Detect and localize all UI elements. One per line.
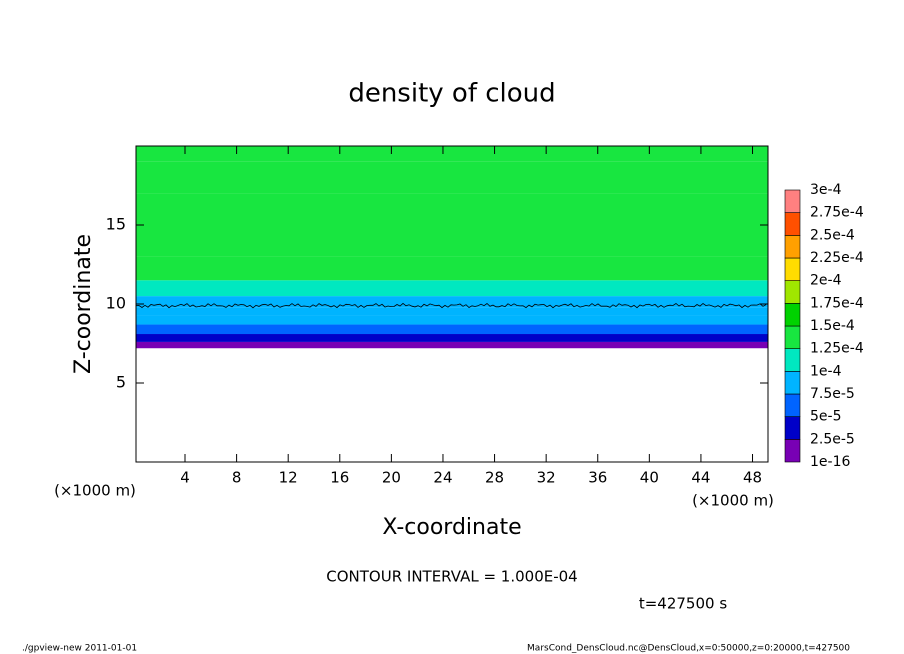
colorbar-label: 3e-4 (810, 182, 842, 198)
x-tick-label: 36 (588, 469, 607, 487)
colorbar-label: 2.75e-4 (810, 205, 864, 221)
contour-line (135, 302, 767, 309)
colorbar-label: 2.5e-4 (810, 227, 855, 243)
density-band (136, 324, 768, 335)
colorbar-swatch (784, 416, 801, 440)
y-tick-label: 15 (106, 215, 126, 234)
density-band (136, 334, 768, 342)
colorbar-swatch (784, 348, 801, 372)
x-tick-label: 8 (232, 469, 242, 487)
colorbar-label: 1.5e-4 (810, 318, 855, 334)
x-tick-label: 48 (743, 469, 762, 487)
density-band (136, 193, 768, 225)
x-tick-label: 16 (330, 469, 349, 487)
density-band (136, 146, 768, 162)
x-unit: (×1000 m) (692, 492, 774, 510)
density-band (136, 256, 768, 281)
colorbar-swatch (784, 257, 801, 281)
density-band (136, 307, 768, 316)
colorbar-swatch (784, 393, 801, 417)
x-tick-label: 44 (691, 469, 710, 487)
contour-interval: CONTOUR INTERVAL = 1.000E-04 (326, 568, 577, 586)
x-tick-label: 28 (485, 469, 504, 487)
y-axis-label: Z-coordinate (71, 234, 96, 374)
colorbar-swatch (784, 189, 801, 213)
colorbar-swatch (784, 235, 801, 259)
colorbar-label: 1e-4 (810, 363, 842, 379)
x-tick-label: 32 (537, 469, 556, 487)
density-band (136, 341, 768, 349)
colorbar-label: 2e-4 (810, 273, 842, 289)
colorbar-label: 2.25e-4 (810, 250, 864, 266)
colorbar-swatch (784, 280, 801, 304)
colorbar-label: 1.75e-4 (810, 295, 864, 311)
density-band (136, 315, 768, 325)
x-tick-label: 40 (640, 469, 659, 487)
density-band (136, 225, 768, 257)
density-band (136, 280, 768, 297)
x-tick-label: 24 (433, 469, 452, 487)
x-tick-label: 4 (180, 469, 190, 487)
time-label: t=427500 s (639, 595, 727, 613)
density-band (136, 161, 768, 194)
colorbar-label: 2.5e-5 (810, 431, 855, 447)
footer-left: ./gpview-new 2011-01-01 (22, 644, 137, 654)
x-tick-label: 20 (382, 469, 401, 487)
density-band (136, 296, 768, 308)
colorbar-swatch (784, 303, 801, 327)
colorbar-swatch (784, 325, 801, 349)
y-tick-label: 10 (106, 294, 126, 313)
y-unit: (×1000 m) (54, 482, 136, 500)
colorbar-label: 7.5e-5 (810, 386, 855, 402)
colorbar-label: 1.25e-4 (810, 341, 864, 357)
colorbar-label: 1e-16 (810, 454, 850, 470)
x-axis-label: X-coordinate (382, 515, 521, 540)
chart-title: density of cloud (348, 79, 555, 109)
colorbar-swatch (784, 371, 801, 395)
footer-right: MarsCond_DensCloud.nc@DensCloud,x=0:5000… (527, 644, 850, 654)
y-tick-label: 5 (116, 373, 126, 392)
colorbar-swatch (784, 212, 801, 236)
x-tick-label: 12 (279, 469, 298, 487)
colorbar-label: 5e-5 (810, 409, 841, 425)
colorbar-swatch (784, 439, 801, 463)
